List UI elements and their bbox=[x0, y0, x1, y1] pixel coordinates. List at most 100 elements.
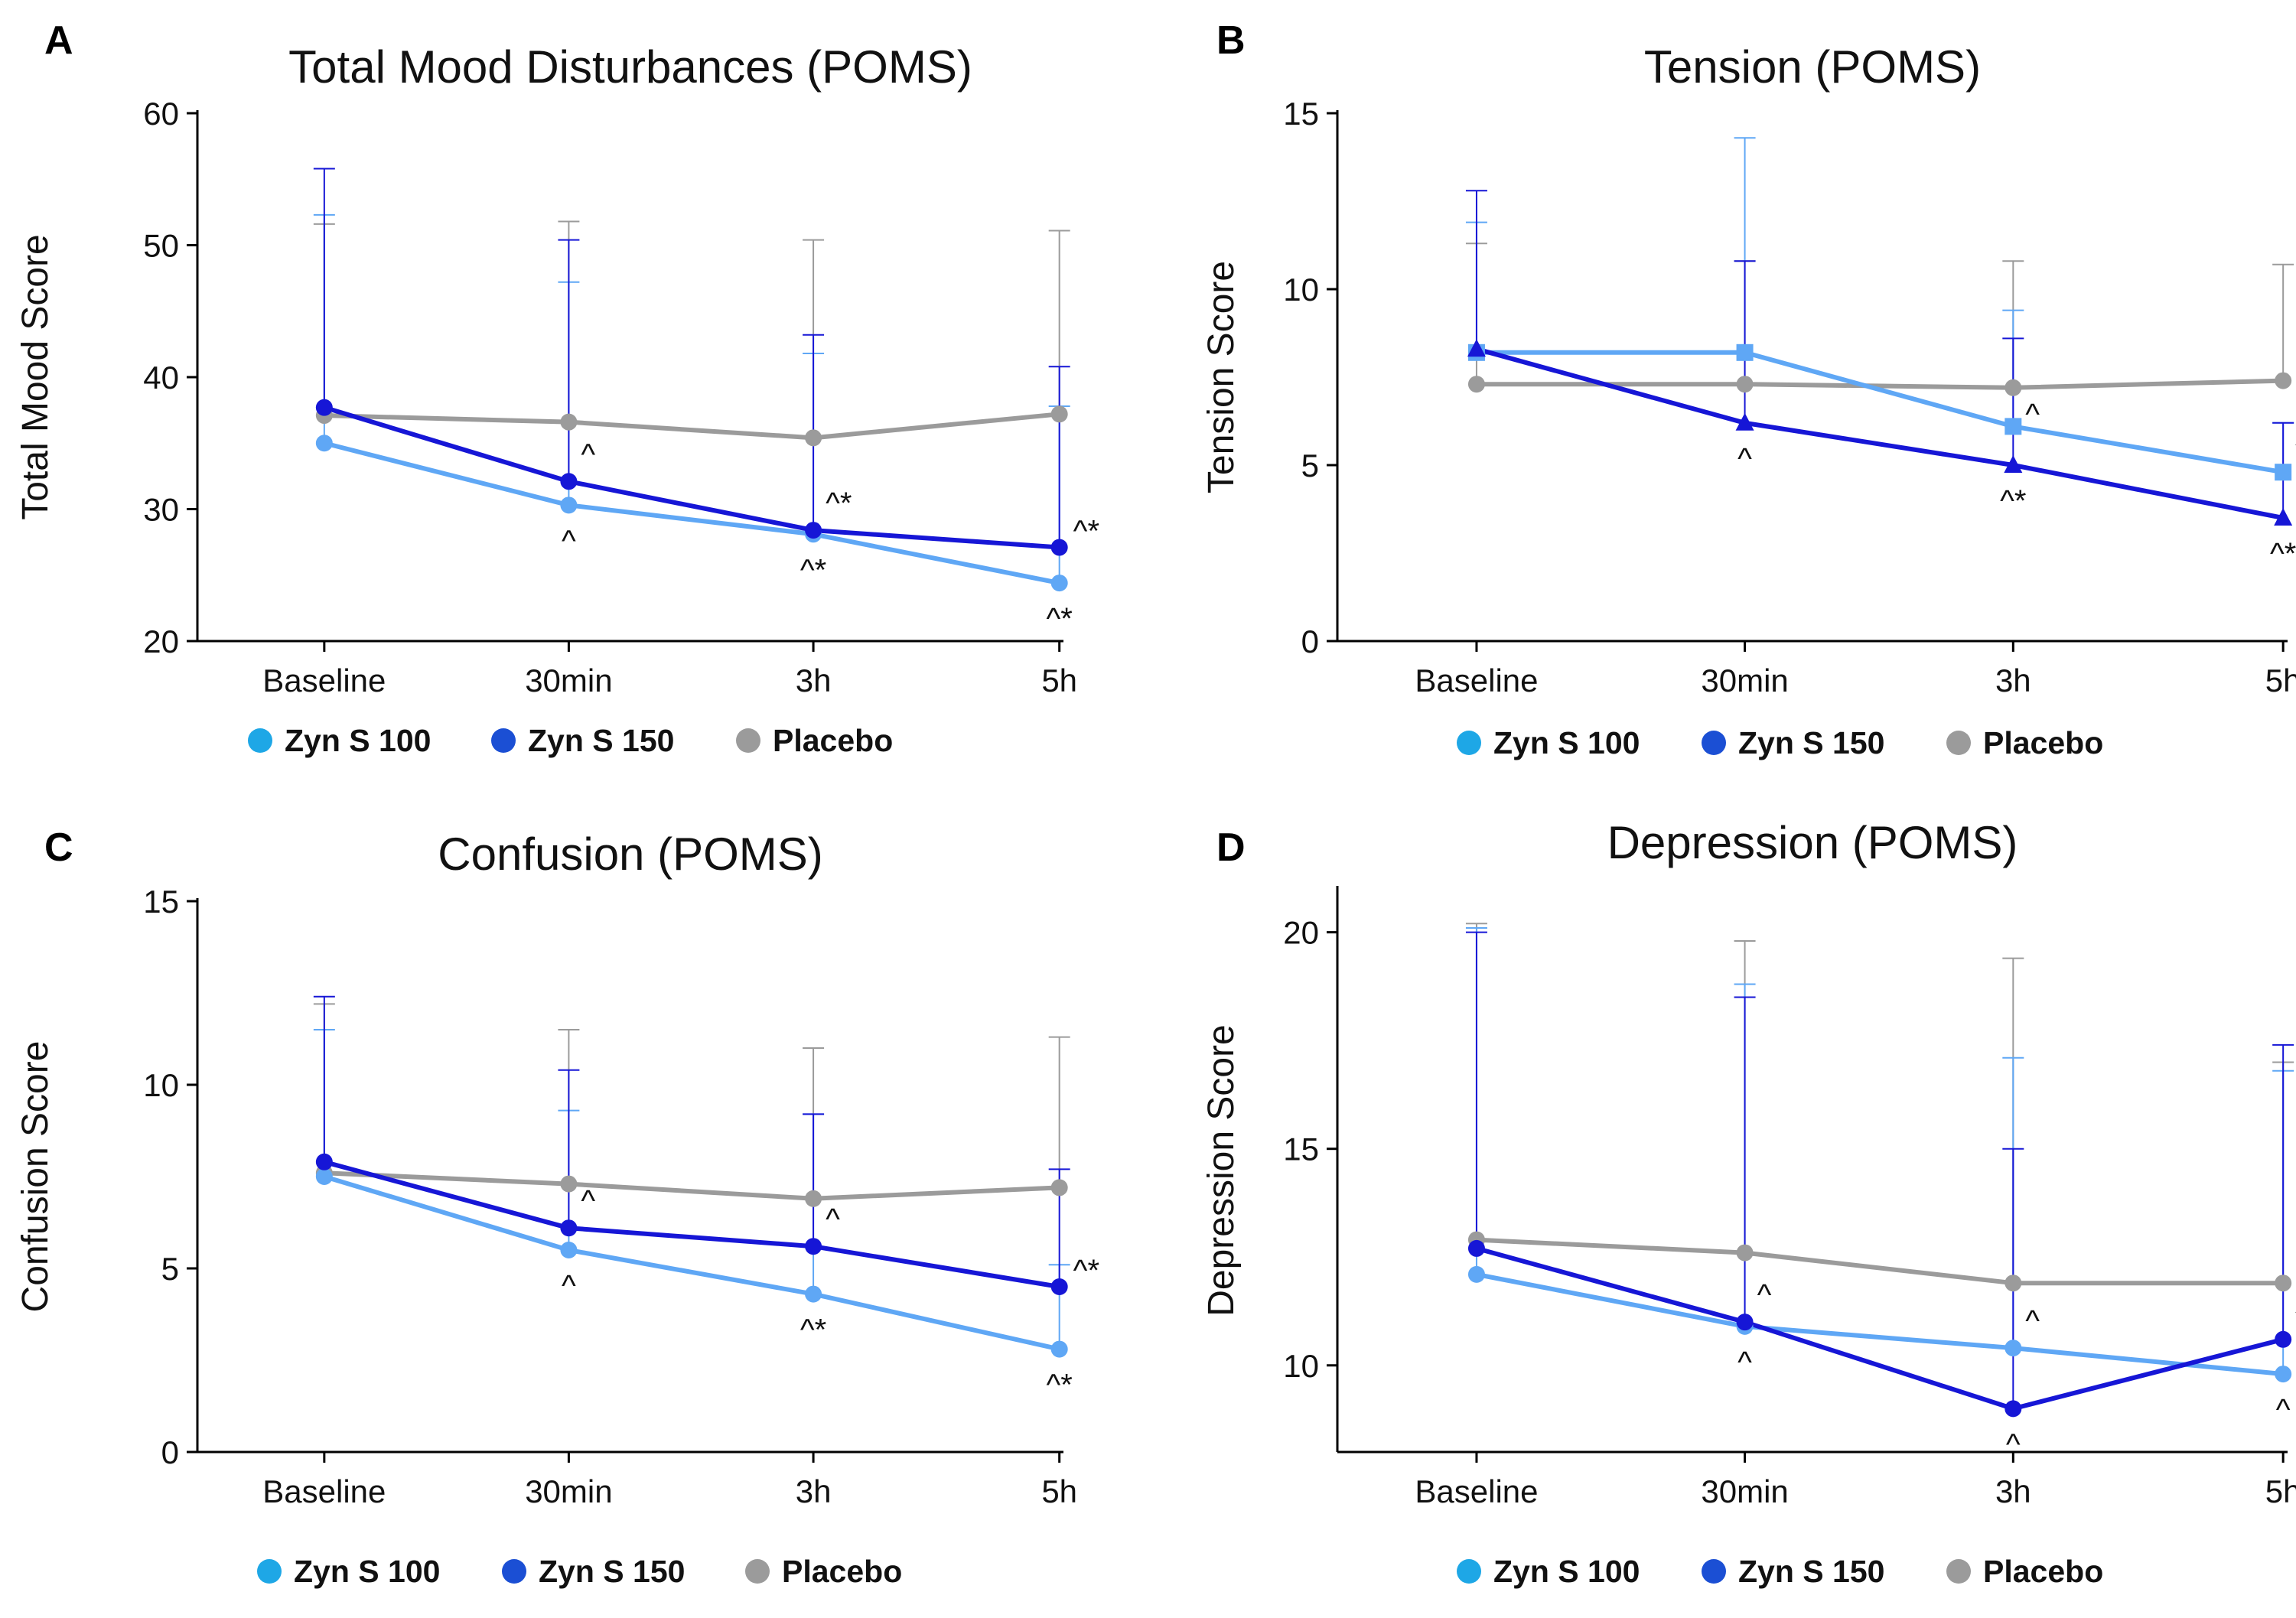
series-line bbox=[323, 405, 1060, 550]
panel-b-xtick-label: 30min bbox=[1701, 663, 1788, 698]
series-line bbox=[324, 441, 1060, 586]
significance-marker: ^ bbox=[826, 1203, 840, 1236]
significance-marker: ^ bbox=[1757, 1278, 1772, 1312]
panel-c-xtick-label: 3h bbox=[796, 1473, 832, 1509]
data-point bbox=[2005, 1400, 2022, 1418]
data-point bbox=[1467, 1265, 1485, 1283]
panel-b-title: Tension (POMS) bbox=[1644, 41, 1981, 93]
panel-d-xtick-label: Baseline bbox=[1415, 1473, 1538, 1509]
data-point bbox=[805, 1238, 822, 1255]
panel-a-ytick-label: 60 bbox=[143, 96, 179, 132]
panel-a-xtick-label: 3h bbox=[796, 663, 832, 698]
significance-marker: ^* bbox=[1073, 515, 1099, 549]
significance-marker: ^* bbox=[800, 553, 826, 587]
panel-a-legend: Zyn S 100 Zyn S 150 Placebo bbox=[248, 723, 893, 758]
panel-a-series-zyn-s-100 bbox=[313, 213, 1070, 586]
legend-label-zyn-s-150: Zyn S 150 bbox=[1738, 725, 1884, 760]
panel-c: C Confusion (POMS) Confusion Score 0 5 10 15 Ba… bbox=[15, 825, 1099, 1589]
panel-a: A Total Mood Disturbances (POMS) Total Moo… bbox=[15, 18, 1099, 758]
series-line bbox=[1476, 347, 2284, 520]
panel-b-ytick-label: 10 bbox=[1283, 272, 1319, 308]
significance-marker: ^ bbox=[2025, 1304, 2040, 1338]
panel-a-xtick-label: Baseline bbox=[262, 663, 386, 698]
panel-c-xtick-label: 30min bbox=[525, 1473, 612, 1509]
panel-a-ytick-label: 20 bbox=[143, 623, 179, 659]
panel-c-xtick-label: 5h bbox=[1041, 1473, 1077, 1509]
panel-d-series-placebo bbox=[1465, 923, 2294, 1286]
panel-b-ylabel: Tension Score bbox=[1201, 261, 1242, 493]
series-line bbox=[324, 412, 1060, 441]
panel-a-xtick-label: 30min bbox=[525, 663, 612, 698]
data-point bbox=[2005, 1340, 2022, 1357]
legend-marker-placebo bbox=[736, 728, 760, 753]
legend-label-zyn-s-150: Zyn S 150 bbox=[539, 1554, 685, 1589]
data-point bbox=[1736, 1244, 1754, 1262]
panel-a-series-placebo bbox=[313, 220, 1070, 441]
legend-label-placebo: Placebo bbox=[773, 723, 893, 758]
panel-b-ytick-label: 15 bbox=[1283, 96, 1319, 132]
data-point bbox=[2004, 455, 2023, 473]
panel-d-series-zyn-s-150 bbox=[1465, 931, 2294, 1411]
data-point bbox=[315, 399, 333, 416]
legend-label-zyn-s-100: Zyn S 100 bbox=[294, 1554, 440, 1589]
panel-c-ytick-label: 10 bbox=[143, 1067, 179, 1103]
data-point bbox=[560, 1219, 578, 1237]
panel-a-ylabel: Total Mood Score bbox=[15, 234, 56, 520]
data-point bbox=[1736, 343, 1754, 361]
series-line bbox=[1476, 1237, 2284, 1286]
data-point bbox=[1735, 412, 1754, 431]
data-point bbox=[2005, 379, 2022, 396]
panel-d-title: Depression (POMS) bbox=[1607, 817, 2018, 868]
legend-marker-zyn-s-150 bbox=[502, 1559, 526, 1584]
panel-b-series-placebo bbox=[1465, 243, 2294, 390]
panel-d-xtick-label: 30min bbox=[1701, 1473, 1788, 1509]
data-point bbox=[1467, 339, 1486, 357]
data-point bbox=[1467, 376, 1485, 393]
significance-marker: ^ bbox=[581, 438, 595, 471]
series-line bbox=[1476, 1246, 2284, 1411]
significance-marker: ^* bbox=[1047, 1369, 1073, 1402]
legend-label-zyn-s-100: Zyn S 100 bbox=[285, 723, 431, 758]
panel-d-xtick-label: 5h bbox=[2265, 1473, 2296, 1509]
legend-marker-zyn-s-150 bbox=[1702, 731, 1726, 755]
data-point bbox=[1050, 405, 1068, 423]
data-point bbox=[315, 435, 333, 452]
significance-marker: ^ bbox=[581, 1184, 595, 1218]
panel-d-ytick-label: 10 bbox=[1283, 1348, 1319, 1384]
panel-a-ytick-label: 50 bbox=[143, 228, 179, 264]
significance-marker: ^* bbox=[826, 487, 852, 520]
panel-b-series-zyn-s-150 bbox=[1465, 190, 2294, 520]
series-line bbox=[1476, 350, 2284, 475]
data-point bbox=[560, 496, 578, 514]
data-point bbox=[560, 473, 578, 490]
panel-b-xtick-label: Baseline bbox=[1415, 663, 1538, 698]
series-line bbox=[1476, 1271, 2284, 1377]
data-point bbox=[2274, 508, 2293, 526]
data-point bbox=[1050, 1278, 1068, 1295]
panel-b-xtick-label: 3h bbox=[1995, 663, 2031, 698]
series-line bbox=[324, 1170, 1060, 1201]
data-point bbox=[2275, 464, 2292, 481]
panel-b-legend: Zyn S 100 Zyn S 150 Placebo bbox=[1457, 725, 2103, 760]
panel-a-letter: A bbox=[44, 18, 73, 63]
panel-c-ylabel: Confusion Score bbox=[15, 1041, 56, 1313]
legend-marker-zyn-s-100 bbox=[1457, 731, 1481, 755]
data-point bbox=[1050, 1179, 1068, 1196]
panel-c-series-zyn-s-150 bbox=[313, 995, 1070, 1289]
data-point bbox=[1736, 1314, 1754, 1331]
panel-d-legend: Zyn S 100 Zyn S 150 Placebo bbox=[1457, 1554, 2103, 1589]
legend-marker-placebo bbox=[1946, 731, 1971, 755]
significance-marker: ^ bbox=[562, 1269, 576, 1303]
data-point bbox=[805, 1190, 822, 1207]
legend-marker-zyn-s-100 bbox=[257, 1559, 282, 1584]
data-point bbox=[2005, 418, 2022, 435]
data-point bbox=[2275, 372, 2292, 389]
significance-marker: ^* bbox=[1047, 602, 1073, 636]
significance-marker: ^ bbox=[1737, 442, 1752, 476]
significance-marker: ^ bbox=[2006, 1428, 2021, 1461]
legend-label-placebo: Placebo bbox=[782, 1554, 902, 1589]
panel-a-ytick-label: 30 bbox=[143, 492, 179, 528]
panel-d-series-zyn-s-100 bbox=[1465, 926, 2294, 1377]
significance-marker: ^ bbox=[2025, 398, 2040, 431]
